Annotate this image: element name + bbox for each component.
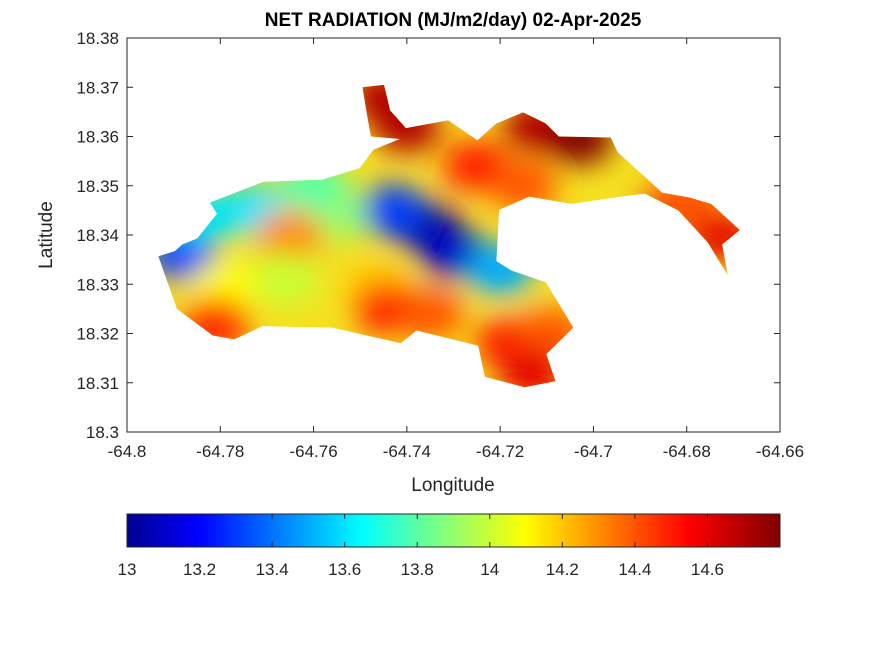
x-axis: -64.8 -64.78 -64.76 -64.74 -64.72 -64.7 -64.68… [108,38,804,461]
x-tick-label: -64.76 [289,442,337,461]
x-tick-label: -64.78 [196,442,244,461]
colorbar-tick-label: 14 [480,560,499,579]
y-tick-label: 18.34 [76,226,119,245]
colorbar-tick-label: 13.8 [401,560,434,579]
colorbar [126,513,781,548]
chart-title: NET RADIATION (MJ/m2/day) 02-Apr-2025 [265,10,642,31]
x-tick-label: -64.68 [663,442,711,461]
y-axis: 18.3 18.31 18.32 18.33 18.34 18.35 18.36 18.37 1… [76,29,780,442]
x-tick-label: -64.7 [574,442,613,461]
x-tick-label: -64.66 [756,442,804,461]
y-axis-label: Latitude [36,201,57,269]
y-tick-label: 18.31 [76,374,119,393]
colorbar-ticks: 13 13.2 13.4 13.6 13.8 14 14.2 14.4 14.6 [118,514,724,579]
heat-cell-2 [358,184,427,237]
colorbar-tick-label: 14.4 [618,560,651,579]
colorbar-tick-label: 13.2 [183,560,216,579]
y-tick-label: 18.37 [76,78,119,97]
heat-cell-13 [396,287,465,340]
y-tick-label: 18.32 [76,325,119,344]
y-tick-label: 18.3 [86,423,119,442]
y-tick-label: 18.38 [76,29,119,48]
x-axis-label: Longitude [411,475,494,496]
heat-cell-7 [256,209,325,261]
x-tick-label: -64.8 [108,442,147,461]
heat-cell-10 [251,253,320,306]
y-tick-label: 18.33 [76,275,119,294]
colorbar-tick-label: 14.6 [691,560,724,579]
colorbar-tick-label: 13.4 [256,560,289,579]
y-tick-label: 18.36 [76,128,119,147]
y-tick-label: 18.35 [76,177,119,196]
colorbar-tick-label: 14.2 [546,560,579,579]
x-tick-label: -64.74 [383,442,431,461]
colorbar-tick-label: 13.6 [328,560,361,579]
x-tick-label: -64.72 [476,442,524,461]
colorbar-tick-label: 13 [118,560,137,579]
